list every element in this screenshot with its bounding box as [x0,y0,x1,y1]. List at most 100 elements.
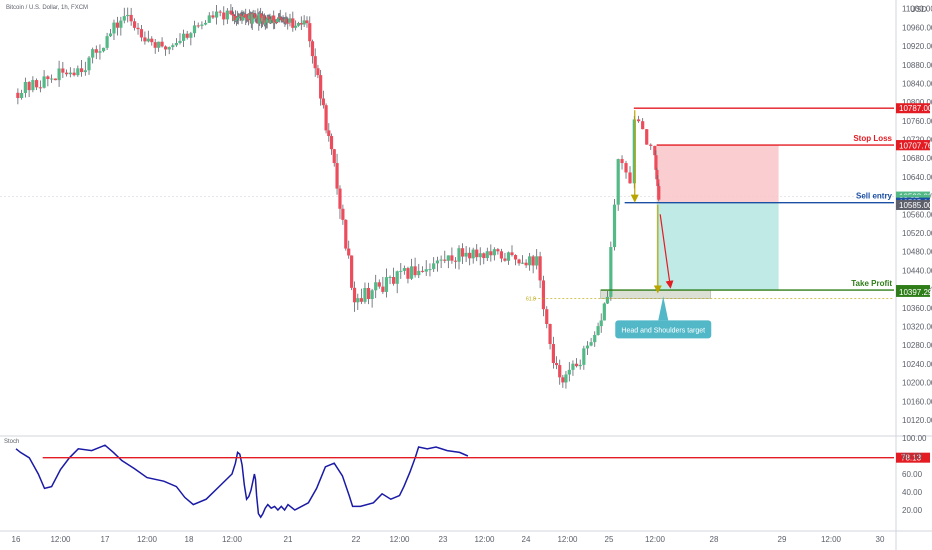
candle-body [655,169,659,180]
candle-body [244,14,248,19]
candle-body [302,20,306,25]
candle-body [189,33,193,38]
price-pill [896,103,930,114]
candle-body [246,19,251,21]
price-tick-label: 10360.00 [902,304,932,313]
candle-body [79,68,84,73]
candle-body [520,262,525,264]
time-tick-label: 16 [12,535,21,544]
time-tick-label: 12:00 [645,535,666,544]
candle-body [115,22,120,28]
price-tick-label: 10120.00 [902,416,932,425]
time-tick-label: 29 [778,535,787,544]
candle-body [616,159,620,205]
candle-body [260,17,265,22]
candle-body [574,363,579,367]
candle-body [16,92,20,99]
candle-body [624,163,628,173]
candle-body [531,256,535,266]
price-tick-label: 10440.00 [902,266,932,275]
candle-body [87,57,91,71]
candle-body [478,253,482,258]
candle-body [435,260,440,264]
candle-body [347,248,351,256]
price-tick-label: 10680.00 [902,154,932,163]
candle-body [506,252,511,261]
candle-body [384,277,389,292]
time-tick-label: 12:00 [821,535,842,544]
time-tick-label: 12:00 [137,535,158,544]
candle-body [528,256,532,266]
candle-body [324,105,328,131]
indicator-name: Stoch [4,439,19,445]
candle-body [561,377,565,383]
candle-body [255,17,259,19]
candle-body [105,36,109,48]
candle-body [258,13,262,24]
candle-body [288,18,292,23]
stop-loss-label: Stop Loss [853,134,892,143]
take-profit-label: Take Profit [851,279,892,288]
candle-body [599,320,603,327]
time-tick-label: 12:00 [50,535,71,544]
price-pill [896,199,930,210]
candle-body [46,76,50,79]
candle-body [139,29,144,38]
time-tick-label: 25 [605,535,614,544]
candle-body [101,47,106,52]
candle-body [299,23,303,25]
price-tick-label: 10800.00 [902,98,932,107]
candle-body [628,172,632,184]
candle-body [214,11,219,18]
price-tick-label: 10320.00 [902,323,932,332]
candle-body [64,72,69,75]
price-pill-label: 10397.29 [899,288,932,297]
candle-body [182,33,186,41]
candle-body [229,10,233,15]
candle-body [413,266,417,276]
candle-body [250,14,254,24]
candle-body [167,47,171,50]
candle-body [157,41,161,48]
candle-body [653,145,657,156]
candle-body [439,259,443,261]
price-tick-label: 10720.00 [902,136,932,145]
candle-body [475,249,479,258]
price-tick-label: 10880.00 [902,61,932,70]
candle-body [453,260,458,262]
candle-body [291,18,295,28]
candle-body [122,16,126,21]
candle-body [267,16,271,19]
candle-body [388,276,392,278]
price-tick-label: 10560.00 [902,210,932,219]
stoch-line [15,444,469,519]
candle-body [235,17,239,20]
candle-body [496,249,500,252]
candle-body [541,280,546,310]
candle-body [637,119,641,122]
candle-body [27,82,31,91]
candle-body [160,41,164,47]
candle-body [164,46,168,50]
candle-body [335,163,339,189]
time-tick-label: 22 [352,535,361,544]
candle-body [146,38,150,42]
price-tick-label: 10640.00 [902,173,932,182]
candle-body [279,18,283,20]
candle-body [605,296,610,304]
hs-target-label: Head and Shoulders target [621,327,705,334]
candle-body [150,38,154,43]
candle-body [276,18,280,20]
candle-body [222,12,226,20]
candle-body [571,363,575,370]
candle-body [143,37,147,42]
candle-body [402,268,406,271]
candle-body [316,68,320,76]
candle-body [234,19,238,21]
candle-body [248,13,252,16]
candle-body [363,287,367,302]
candle-body [649,144,653,146]
candle-body [612,204,617,248]
candle-body [457,248,461,262]
